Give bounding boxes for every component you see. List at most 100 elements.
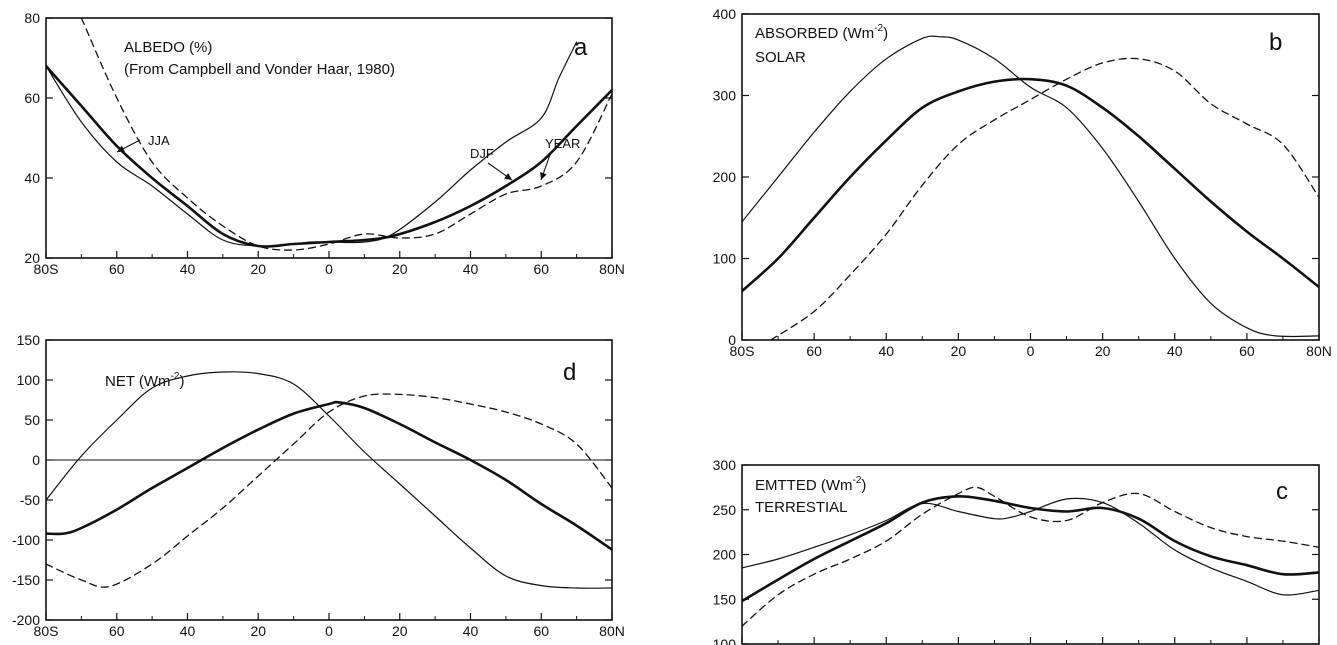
y-tick-label: 100 xyxy=(17,372,41,388)
x-tick-label: 80N xyxy=(1306,343,1332,359)
arrowhead xyxy=(117,145,125,152)
series-group xyxy=(742,35,1319,340)
x-tick-label: 60 xyxy=(533,623,549,639)
x-tick-label: 20 xyxy=(250,261,266,277)
series-line-jja xyxy=(742,486,1319,627)
x-tick-label: 40 xyxy=(180,261,196,277)
series-line-year xyxy=(742,494,1319,603)
x-tick-label: 0 xyxy=(1027,343,1035,359)
panel-title-line: TERRESTIAL xyxy=(755,499,848,516)
series-line-djf xyxy=(742,497,1319,596)
panel-title-line: ABSORBED (Wm-2) xyxy=(755,23,888,42)
panel-title-line: EMTTED (Wm-2) xyxy=(755,475,866,494)
x-tick-label: 80S xyxy=(730,343,755,359)
panel-a: 80S 60 40 20 0 20 40 60 80N 20 40 60 80 ALBEDO (%) (Fr… xyxy=(24,10,624,277)
arrowhead xyxy=(504,172,512,180)
x-tick-label: 40 xyxy=(463,623,479,639)
title-text: NET (Wm xyxy=(105,373,171,390)
y-tick-label: -100 xyxy=(12,532,40,548)
x-tick-label: 40 xyxy=(463,261,479,277)
panel-title-line: (From Campbell and Vonder Haar, 1980) xyxy=(124,61,395,78)
panel-title-line: SOLAR xyxy=(755,49,806,66)
y-tick-label: 300 xyxy=(713,88,737,104)
y-tick-label: 100 xyxy=(713,251,737,267)
x-tick-label: 40 xyxy=(180,623,196,639)
panel-letter: a xyxy=(574,34,588,61)
y-tick-label: 0 xyxy=(32,452,40,468)
x-tick-label: 60 xyxy=(109,261,125,277)
title-text: (From Campbell and Vonder Haar, 1980) xyxy=(124,61,395,78)
x-tick-label: 60 xyxy=(806,343,822,359)
x-tick-label: 80N xyxy=(599,261,625,277)
y-tick-label: -200 xyxy=(12,612,40,628)
series-group xyxy=(742,486,1319,627)
series-group xyxy=(46,18,612,251)
x-tick-label: 0 xyxy=(325,261,333,277)
annotation-label: YEAR xyxy=(545,136,580,151)
y-tick-label: 100 xyxy=(713,636,737,645)
y-tick-label: -150 xyxy=(12,572,40,588)
title-text: TERRESTIAL xyxy=(755,499,848,516)
panel-letter: b xyxy=(1269,29,1282,56)
title-text: EMTTED (Wm xyxy=(755,477,852,494)
title-suffix: ) xyxy=(883,25,888,42)
title-text: ALBEDO (%) xyxy=(124,39,212,56)
title-text: SOLAR xyxy=(755,49,806,66)
series-line-year xyxy=(46,400,612,551)
series-line-djf xyxy=(46,41,578,247)
y-tick-label: 50 xyxy=(24,412,40,428)
panel-c: 80S604020020406080N100150200250300EMTTED… xyxy=(713,457,1320,645)
x-tick-label: 20 xyxy=(392,623,408,639)
panel-letter: d xyxy=(563,359,576,386)
x-tick-label: 20 xyxy=(392,261,408,277)
title-suffix: ) xyxy=(179,373,184,390)
panel-title-line: ALBEDO (%) xyxy=(124,39,212,56)
y-tick-label: 200 xyxy=(713,169,737,185)
x-tick-label: 60 xyxy=(109,623,125,639)
y-tick-label: 20 xyxy=(24,250,40,266)
y-tick-label: 250 xyxy=(713,502,737,518)
x-tick-label: 20 xyxy=(1095,343,1111,359)
y-tick-label: 150 xyxy=(713,591,737,607)
y-tick-label: 80 xyxy=(24,10,40,26)
x-tick-label: 60 xyxy=(1239,343,1255,359)
title-suffix: ) xyxy=(861,477,866,494)
x-tick-label: 20 xyxy=(951,343,967,359)
title-text: ABSORBED (Wm xyxy=(755,25,874,42)
panel-title-line: NET (Wm-2) xyxy=(105,371,184,390)
y-tick-label: 200 xyxy=(713,547,737,563)
y-tick-label: 60 xyxy=(24,90,40,106)
x-tick-label: 20 xyxy=(250,623,266,639)
x-tick-label: 60 xyxy=(533,261,549,277)
y-tick-label: 150 xyxy=(17,332,41,348)
series-line-jja xyxy=(80,18,612,251)
series-group xyxy=(46,371,612,589)
series-line-jja xyxy=(46,393,612,588)
x-tick-label: 40 xyxy=(1167,343,1183,359)
y-tick-label: 0 xyxy=(728,332,736,348)
arrowhead xyxy=(540,172,547,180)
series-line-jja xyxy=(770,57,1319,340)
series-line-year xyxy=(742,77,1319,293)
annotation-label: DJF xyxy=(470,146,494,161)
y-tick-label: 300 xyxy=(713,457,737,473)
panel-b: 80S 60 40 20 0 20 40 60 80N0100200300400ABSORBED… xyxy=(713,6,1332,359)
series-line-djf xyxy=(742,35,1319,338)
title-superscript: -2 xyxy=(171,371,180,382)
plot-frame xyxy=(741,13,1320,341)
series-line-year xyxy=(46,64,612,248)
title-superscript: -2 xyxy=(852,475,861,486)
y-tick-label: 400 xyxy=(713,6,737,22)
x-tick-label: 80S xyxy=(34,623,59,639)
panel-letter: c xyxy=(1276,478,1288,505)
title-superscript: -2 xyxy=(874,23,883,34)
x-tick-label: 0 xyxy=(325,623,333,639)
y-tick-label: 40 xyxy=(24,170,40,186)
panel-d: 80S 60 40 20 0 20 40 60 80N -200 -150 -100 -50 0 50 100… xyxy=(12,332,625,639)
x-tick-label: 80S xyxy=(34,261,59,277)
x-tick-label: 40 xyxy=(878,343,894,359)
x-tick-label: 80N xyxy=(599,623,625,639)
y-tick-label: -50 xyxy=(20,492,40,508)
series-line-djf xyxy=(46,371,612,589)
